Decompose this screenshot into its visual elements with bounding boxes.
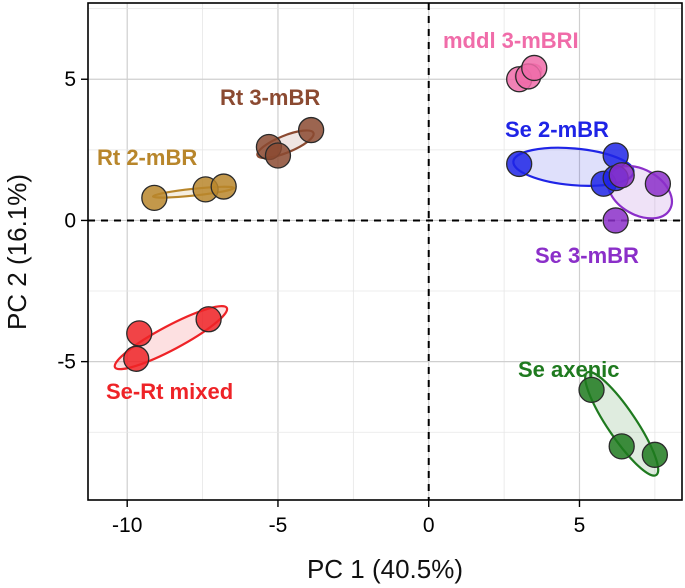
point-rt-2-mbr bbox=[210, 173, 237, 200]
point-mddl-3-mbri bbox=[521, 54, 548, 82]
y-axis-title: PC 2 (16.1%) bbox=[2, 174, 32, 330]
group-labels: mddl 3-mBRI Rt 3-mBR Rt 2-mBR Se 2-mBR S… bbox=[97, 28, 639, 404]
reference-lines bbox=[88, 3, 682, 500]
point-se-2-mbr bbox=[506, 150, 533, 178]
data-points bbox=[123, 54, 672, 468]
point-rt-2-mbr bbox=[141, 184, 168, 211]
x-tick-label: 0 bbox=[423, 514, 435, 537]
x-axis-ticks: -10 -5 0 5 bbox=[112, 500, 585, 537]
point-se-3-mbr bbox=[608, 162, 635, 189]
label-se-axenic: Se axenic bbox=[518, 357, 620, 382]
point-se-3-mbr bbox=[644, 170, 672, 197]
label-mddl-3-mbri: mddl 3-mBRI bbox=[443, 28, 579, 53]
plot-panel-background bbox=[88, 3, 682, 500]
x-tick-label: 5 bbox=[574, 514, 586, 537]
point-se-3-mbr bbox=[602, 207, 629, 234]
label-rt-2-mbr: Rt 2-mBR bbox=[97, 145, 197, 170]
label-se-3-mbr: Se 3-mBR bbox=[535, 243, 639, 268]
x-axis-title: PC 1 (40.5%) bbox=[307, 554, 463, 584]
point-se-axenic bbox=[608, 433, 635, 460]
point-rt-3-mbr bbox=[297, 116, 325, 144]
plot-panel-border bbox=[87, 2, 683, 501]
point-se-rt-mixed bbox=[123, 345, 150, 372]
ellipse-se-axenic bbox=[584, 370, 660, 477]
grid-lines bbox=[88, 3, 682, 500]
x-tick-label: -5 bbox=[269, 514, 288, 537]
plot-area bbox=[87, 2, 683, 501]
label-se-2-mbr: Se 2-mBR bbox=[505, 117, 609, 142]
y-axis-ticks: -5 0 5 bbox=[57, 68, 88, 374]
point-rt-3-mbr bbox=[264, 142, 292, 169]
label-rt-3-mbr: Rt 3-mBR bbox=[220, 85, 320, 110]
point-se-axenic bbox=[641, 441, 669, 468]
y-tick-label: 0 bbox=[64, 209, 76, 232]
point-se-axenic bbox=[578, 376, 605, 404]
label-se-rt-mixed: Se-Rt mixed bbox=[106, 379, 233, 404]
y-tick-label: 5 bbox=[64, 68, 76, 91]
x-tick-label: -10 bbox=[112, 514, 142, 537]
y-tick-label: -5 bbox=[57, 351, 76, 374]
point-se-rt-mixed bbox=[195, 306, 222, 333]
point-se-rt-mixed bbox=[126, 320, 153, 347]
